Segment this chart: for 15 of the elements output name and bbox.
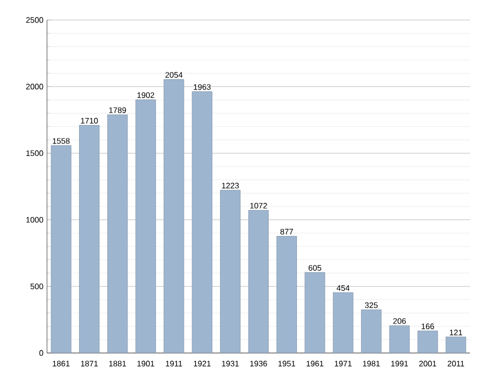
bar [389,325,410,353]
bar [107,114,128,353]
bar [164,79,184,353]
bar [220,190,241,353]
bar [50,145,72,353]
bar [136,99,156,353]
bar [361,310,382,353]
bar [79,125,100,353]
bar [332,292,354,353]
bar [304,272,326,353]
bar [192,91,212,353]
bar [248,210,269,353]
bar [418,330,438,353]
bar [446,336,466,353]
bar [276,236,297,353]
